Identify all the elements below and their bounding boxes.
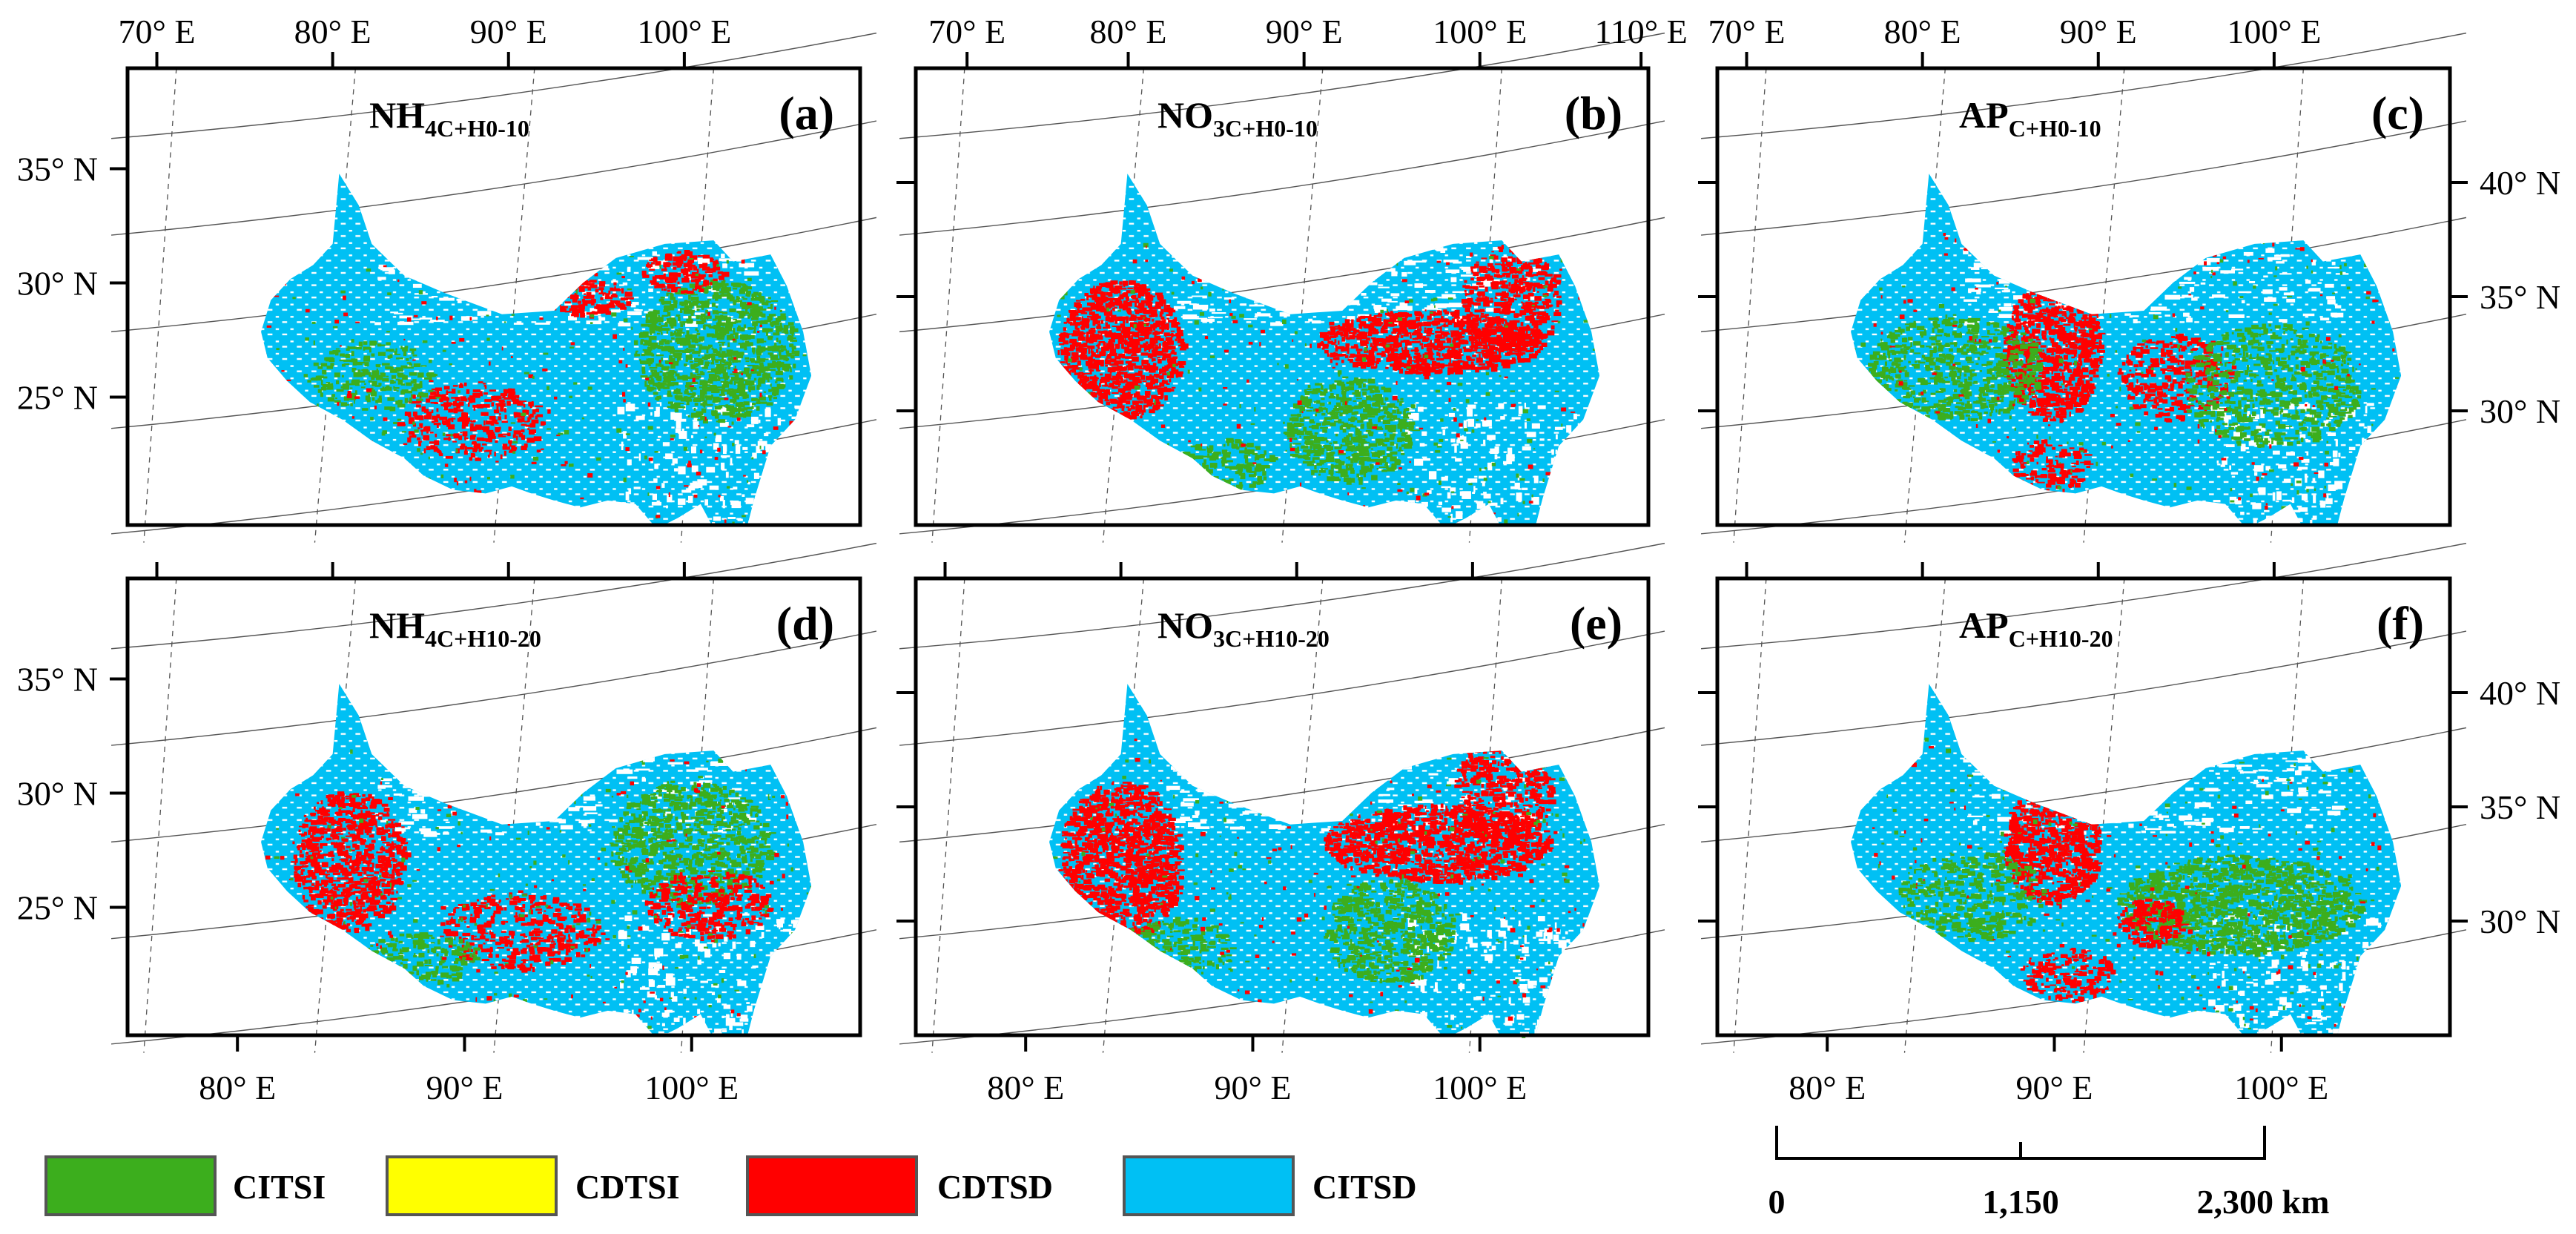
lat-label: 35° N: [2480, 788, 2560, 826]
map-panel-b: NO3C+H0-10 (b) 70° E 80° E 90° E 100° E 110° E: [896, 13, 1688, 549]
panel-letter: (c): [2371, 87, 2424, 139]
lon-label: 100° E: [1433, 13, 1527, 50]
panel-title: NH4C+H0-10: [369, 94, 529, 142]
scale-label-mid: 1,150: [1982, 1183, 2059, 1221]
lon-label: 80° E: [199, 1069, 276, 1106]
lon-label: 90° E: [2015, 1069, 2093, 1106]
lon-label: 80° E: [1090, 13, 1167, 50]
legend-swatch-cdtsd: [746, 1155, 918, 1216]
lon-label: 90° E: [2060, 13, 2137, 50]
map-panel-e: NO3C+H10-20 (e) 80° E 90° E 100° E: [896, 542, 1665, 1106]
panel-letter: (d): [776, 597, 834, 650]
legend-swatch-citsd: [1123, 1155, 1295, 1216]
panel-title-main: NO: [1157, 94, 1213, 136]
scale-label-0: 0: [1768, 1183, 1786, 1221]
panel-title-sub: 4C+H0-10: [425, 115, 529, 142]
lat-label: 25° N: [17, 889, 98, 927]
lat-label: 25° N: [17, 379, 98, 417]
lon-label: 90° E: [426, 1069, 503, 1106]
panel-letter: (a): [779, 87, 834, 139]
legend-label-citsd: CITSD: [1312, 1168, 1417, 1206]
lat-label: 30° N: [17, 775, 98, 813]
panel-letter: (f): [2377, 597, 2424, 650]
lon-label: 80° E: [987, 1069, 1064, 1106]
lat-label: 35° N: [17, 151, 98, 188]
lat-label: 35° N: [17, 661, 98, 699]
lon-label: 70° E: [1708, 13, 1786, 50]
panel-title-main: AP: [1959, 94, 2009, 136]
lon-label: 100° E: [2234, 1069, 2328, 1106]
lon-label: 70° E: [928, 13, 1005, 50]
panel-letter: (b): [1565, 87, 1622, 139]
legend-label-cdtsd: CDTSD: [937, 1168, 1053, 1206]
lat-label: 30° N: [17, 265, 98, 303]
lon-label: 70° E: [119, 13, 196, 50]
lon-label: 100° E: [637, 13, 731, 50]
panel-title-main: NO: [1157, 604, 1213, 646]
panel-title-sub: C+H0-10: [2009, 115, 2101, 142]
scale-bar: 0 1,150 2,300 km: [1768, 1126, 2330, 1221]
legend-label-cdtsi: CDTSI: [575, 1168, 680, 1206]
lat-label: 35° N: [2480, 278, 2560, 316]
map-panel-f: APC+H10-20 (f) 80° E 90° E 100° E 40° N 35° N 3…: [1698, 542, 2560, 1106]
lon-label: 110° E: [1594, 13, 1687, 50]
panel-title: APC+H10-20: [1959, 604, 2113, 652]
lon-label: 100° E: [644, 1069, 739, 1106]
panel-letter: (e): [1570, 597, 1622, 650]
lon-label: 90° E: [470, 13, 547, 50]
panel-title-sub: 3C+H0-10: [1213, 115, 1318, 142]
panel-title-sub: 4C+H10-20: [425, 625, 541, 652]
lon-label: 90° E: [1266, 13, 1343, 50]
lat-label: 40° N: [2480, 164, 2560, 202]
panel-title-sub: C+H10-20: [2009, 625, 2113, 652]
legend-swatch-cdtsi: [386, 1155, 558, 1216]
legend-label-citsi: CITSI: [233, 1168, 326, 1206]
map-panel-a: NH4C+H0-10 (a) 70° E 80° E 90° E 100° E 35° N 3…: [17, 13, 877, 547]
panel-title-main: NH: [369, 94, 425, 136]
lon-label: 80° E: [294, 13, 371, 50]
panel-title: NO3C+H0-10: [1157, 94, 1318, 142]
panel-title-main: AP: [1959, 604, 2009, 646]
lon-label: 80° E: [1789, 1069, 1866, 1106]
panel-title-sub: 3C+H10-20: [1213, 625, 1330, 652]
legend-swatch-citsi: [44, 1155, 217, 1216]
panel-title: NH4C+H10-20: [369, 604, 541, 652]
map-panel-d: NH4C+H10-20 (d) 80° E 90° E 100° E 35° N 30° N…: [17, 542, 877, 1106]
lat-label: 40° N: [2480, 674, 2560, 712]
lon-label: 90° E: [1214, 1069, 1291, 1106]
legend: CITSI CDTSI CDTSD CITSD: [44, 1155, 1417, 1216]
panel-title-main: NH: [369, 604, 425, 646]
map-panel-c: APC+H0-10 (c) 70° E 80° E 90° E 100° E 40° N 35…: [1698, 13, 2560, 550]
lon-label: 80° E: [1884, 13, 1961, 50]
panel-title: NO3C+H10-20: [1157, 604, 1330, 652]
lon-label: 100° E: [1433, 1069, 1527, 1106]
lat-label: 30° N: [2480, 903, 2560, 940]
map-panels: NH4C+H0-10 (a)70° E 80° E 90° E 100° E35° N3…: [17, 13, 2560, 1106]
lat-label: 30° N: [2480, 392, 2560, 430]
lon-label: 100° E: [2227, 13, 2321, 50]
scale-label-max: 2,300 km: [2197, 1183, 2330, 1221]
panel-title: APC+H0-10: [1959, 94, 2101, 142]
